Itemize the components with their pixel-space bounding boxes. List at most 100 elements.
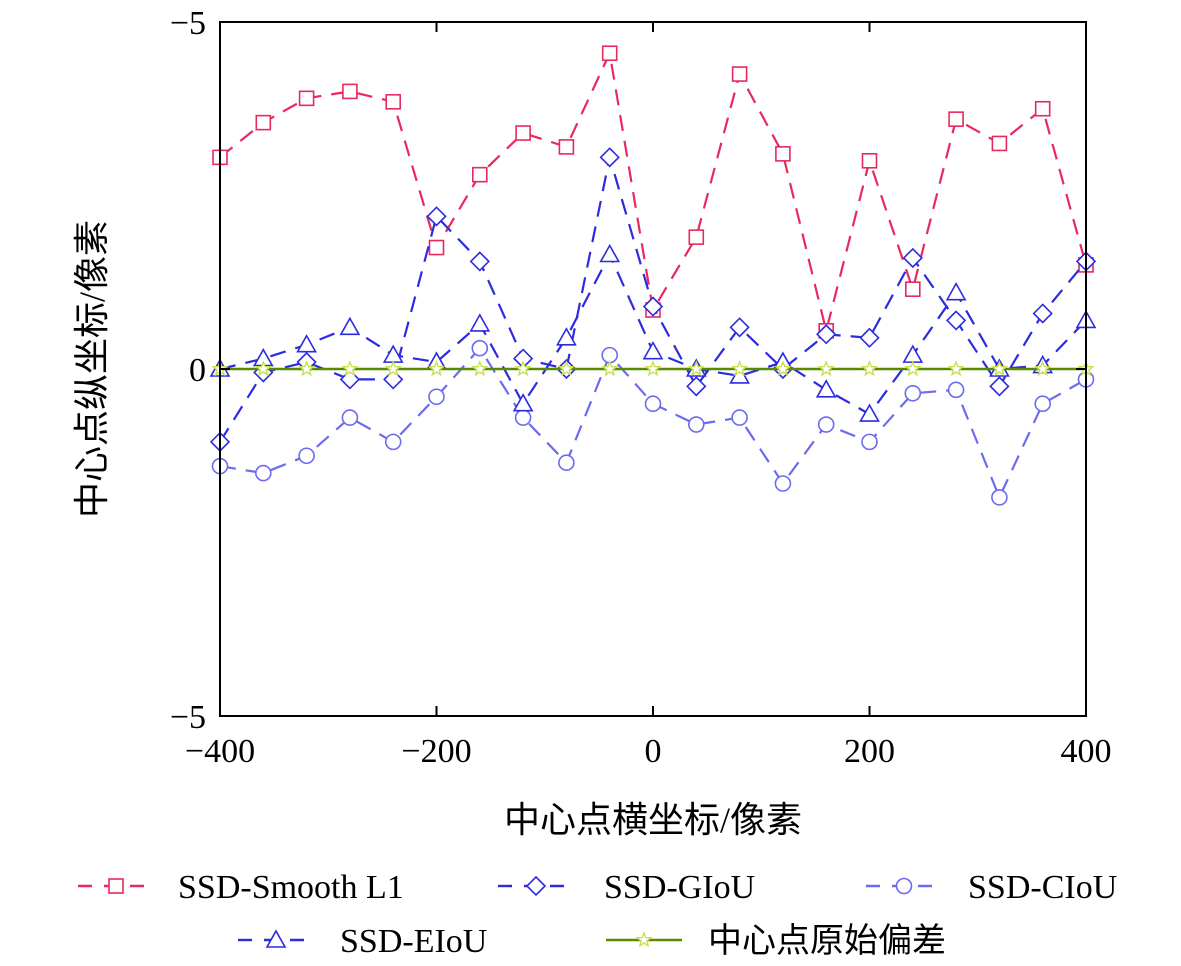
legend-item: SSD-GIoU: [498, 869, 755, 906]
data-point: [989, 376, 1010, 397]
data-point: [904, 384, 922, 402]
data-point: [426, 206, 447, 227]
data-point: [427, 360, 446, 377]
data-point: [469, 251, 490, 272]
data-point: [644, 395, 662, 413]
x-tick-label: 0: [645, 733, 662, 770]
data-point: [298, 90, 315, 107]
data-point: [948, 111, 964, 127]
data-point: [558, 139, 575, 155]
data-point: [731, 409, 748, 426]
data-point: [902, 247, 923, 269]
data-point: [514, 409, 532, 426]
data-point: [990, 360, 1008, 377]
y-axis-title: 中心点纵坐标/像素: [72, 220, 112, 518]
data-point: [471, 339, 489, 357]
data-point: [1034, 100, 1051, 117]
data-point: [385, 94, 402, 110]
legend-label: 中心点原始偏差: [708, 922, 946, 960]
legend-swatch-marker: [635, 931, 653, 948]
legend: SSD-Smooth L1 SSD-GIoU SSD-CIoU SSD-EIoU 中心点…: [78, 869, 1117, 960]
y-tick-label: −5: [170, 699, 206, 736]
legend-label: SSD-GIoU: [604, 869, 755, 906]
data-point: [731, 66, 748, 82]
data-point: [861, 153, 878, 169]
data-point: [687, 360, 705, 377]
legend-item: 中心点原始偏差: [606, 922, 946, 960]
data-point: [816, 324, 837, 345]
data-point: [817, 416, 835, 433]
y-tick-label: −5: [170, 5, 206, 42]
legend-label: SSD-Smooth L1: [178, 869, 404, 906]
data-point: [775, 146, 791, 162]
legend-label: SSD-CIoU: [968, 869, 1117, 906]
data-point: [601, 45, 618, 62]
x-tick-label: −400: [185, 733, 255, 770]
legend-swatch-marker: [525, 875, 547, 897]
data-point: [556, 327, 577, 346]
data-point: [991, 489, 1008, 506]
data-point: [859, 403, 880, 422]
data-point: [601, 360, 619, 377]
data-point: [859, 327, 880, 348]
data-point: [731, 360, 749, 377]
data-point: [1032, 303, 1053, 324]
data-point: [642, 296, 664, 317]
data-point: [515, 125, 531, 141]
data-point: [686, 376, 707, 397]
data-point: [729, 317, 750, 338]
data-point: [861, 433, 878, 451]
series-4: [211, 360, 1095, 377]
y-tick-label: 0: [189, 352, 206, 389]
data-point: [296, 334, 317, 353]
data-point: [471, 166, 488, 183]
data-point: [947, 360, 965, 377]
data-point: [558, 454, 575, 471]
legend-item: SSD-Smooth L1: [78, 869, 404, 906]
data-point: [254, 360, 272, 377]
data-point: [688, 229, 705, 245]
data-point: [860, 360, 879, 377]
data-point: [254, 464, 272, 482]
ticks-layer: −400 −200 0 200 400 −5 0 −5: [170, 5, 1112, 770]
legend-swatch-marker: [108, 878, 124, 894]
data-point: [947, 381, 965, 399]
data-point: [298, 360, 316, 377]
data-point: [687, 416, 705, 433]
data-point: [599, 147, 620, 168]
data-point: [599, 243, 621, 263]
data-point: [341, 409, 359, 426]
data-point: [904, 360, 922, 377]
data-point: [1034, 395, 1051, 413]
data-point: [1034, 360, 1052, 377]
data-point: [428, 239, 445, 256]
data-point: [341, 360, 359, 377]
data-point: [815, 379, 837, 398]
data-point: [817, 360, 835, 377]
series-layer: [209, 45, 1097, 506]
data-point: [384, 360, 402, 377]
data-point: [512, 393, 534, 412]
data-point: [644, 360, 662, 377]
data-point: [471, 360, 489, 377]
data-point: [298, 447, 315, 465]
data-point: [342, 83, 358, 100]
data-point: [557, 360, 575, 377]
data-point: [384, 433, 402, 451]
data-point: [642, 341, 664, 360]
series-0: [212, 45, 1094, 339]
series-2: [211, 339, 1095, 506]
x-axis-title: 中心点横坐标/像素: [504, 800, 802, 840]
data-point: [945, 282, 967, 301]
data-point: [469, 313, 491, 332]
data-point: [255, 114, 272, 131]
x-tick-label: 400: [1061, 733, 1112, 770]
legend-swatch-marker: [895, 877, 913, 895]
data-point: [991, 135, 1008, 152]
x-tick-label: −200: [401, 733, 471, 770]
data-point: [774, 360, 792, 377]
legend-item: SSD-CIoU: [866, 869, 1117, 906]
data-point: [514, 360, 532, 377]
